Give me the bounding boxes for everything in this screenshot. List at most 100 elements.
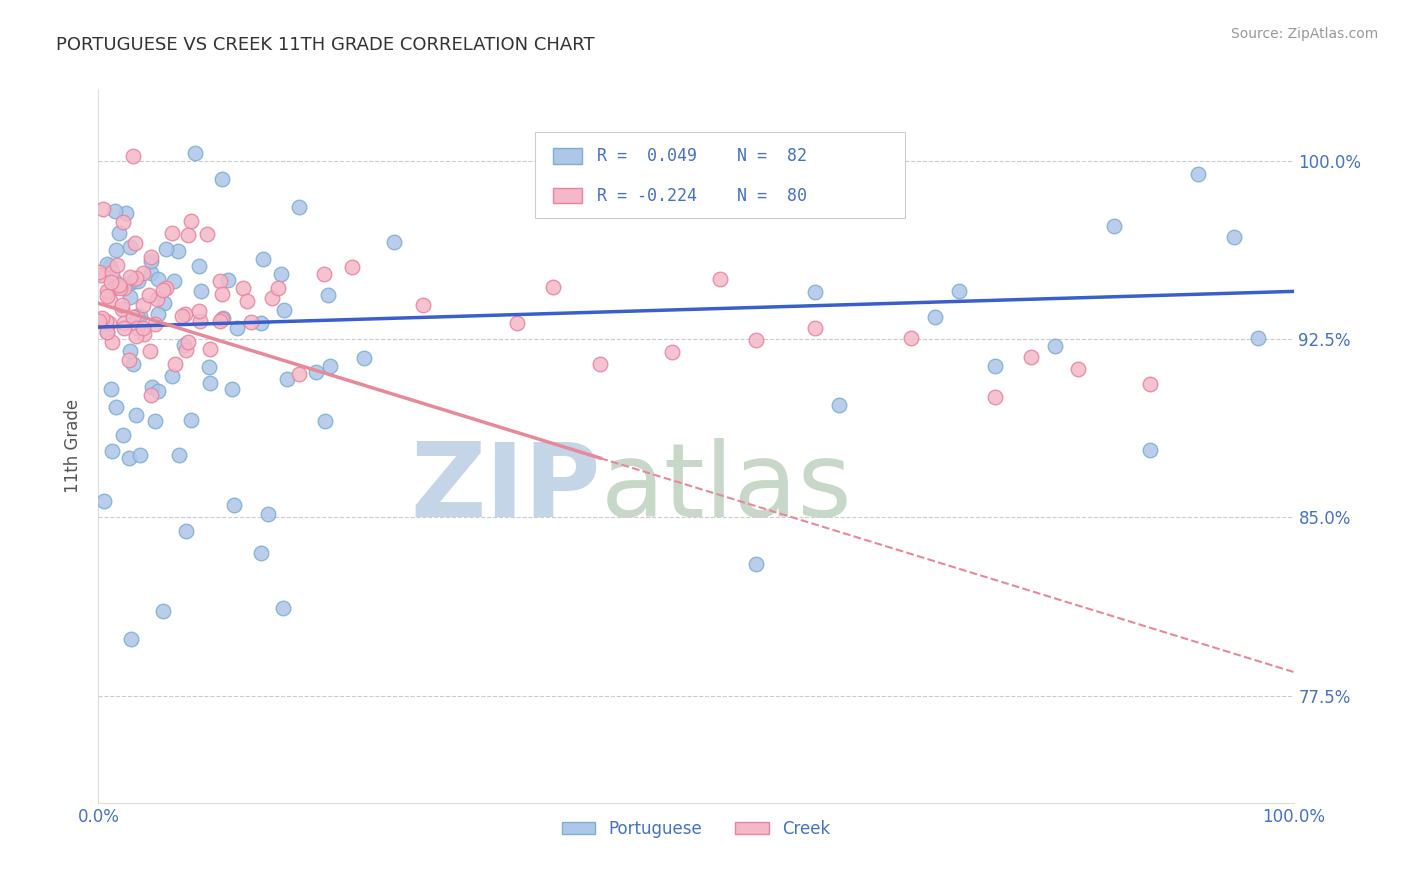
Point bbox=[139, 388, 162, 402]
Point bbox=[1104, 219, 1126, 234]
Point bbox=[177, 227, 200, 242]
Point bbox=[143, 317, 166, 331]
Point bbox=[90, 268, 112, 283]
Point bbox=[226, 321, 249, 335]
Point bbox=[120, 632, 142, 647]
Point bbox=[104, 203, 127, 218]
Legend: Portuguese, Creek: Portuguese, Creek bbox=[555, 814, 837, 845]
Point bbox=[108, 277, 131, 292]
Point bbox=[139, 253, 162, 268]
Point bbox=[132, 266, 155, 280]
Point bbox=[177, 334, 200, 349]
Point bbox=[249, 546, 271, 560]
Point bbox=[208, 313, 231, 327]
Point bbox=[256, 508, 278, 522]
Point bbox=[101, 334, 124, 349]
Point bbox=[111, 301, 134, 316]
Point bbox=[224, 498, 246, 512]
Point bbox=[188, 304, 211, 318]
Point bbox=[174, 524, 197, 538]
Point bbox=[118, 451, 141, 466]
Point bbox=[87, 314, 110, 328]
Point bbox=[125, 310, 148, 324]
Point bbox=[132, 321, 155, 335]
Point bbox=[271, 600, 294, 615]
Point bbox=[87, 265, 110, 279]
FancyBboxPatch shape bbox=[553, 187, 582, 203]
Point bbox=[118, 290, 141, 304]
Point bbox=[105, 243, 128, 257]
Point bbox=[138, 288, 160, 302]
Point bbox=[287, 368, 309, 382]
Point bbox=[121, 149, 143, 163]
Point bbox=[984, 359, 1007, 373]
Point bbox=[172, 309, 194, 323]
Point bbox=[111, 298, 134, 312]
Point bbox=[152, 296, 174, 310]
Point bbox=[96, 314, 118, 328]
Point bbox=[900, 331, 922, 345]
Point bbox=[120, 343, 142, 358]
Point bbox=[236, 293, 259, 308]
Point bbox=[101, 265, 124, 279]
Point bbox=[146, 384, 169, 398]
Point bbox=[276, 372, 298, 386]
Point bbox=[948, 284, 970, 298]
Point bbox=[165, 357, 187, 371]
Point bbox=[160, 369, 183, 384]
Point bbox=[162, 227, 184, 241]
Point bbox=[208, 274, 231, 288]
Point bbox=[190, 284, 212, 298]
Point bbox=[169, 448, 191, 462]
Point bbox=[174, 343, 197, 358]
Point bbox=[129, 310, 152, 324]
Point bbox=[139, 343, 162, 358]
Point bbox=[114, 205, 136, 219]
Point bbox=[382, 235, 405, 250]
Point bbox=[221, 382, 243, 396]
Point bbox=[1067, 361, 1090, 376]
Point bbox=[118, 353, 141, 368]
Point bbox=[541, 280, 564, 294]
Point bbox=[125, 321, 148, 335]
Point bbox=[111, 428, 134, 442]
Point bbox=[96, 325, 118, 339]
Point bbox=[353, 351, 375, 366]
Point bbox=[103, 281, 125, 295]
Point bbox=[273, 302, 295, 317]
Point bbox=[121, 310, 143, 324]
Point bbox=[100, 443, 122, 458]
Point bbox=[252, 252, 274, 267]
Point bbox=[96, 325, 118, 339]
Point bbox=[661, 345, 683, 359]
Point bbox=[143, 414, 166, 428]
Point bbox=[211, 286, 233, 301]
Point bbox=[100, 382, 122, 396]
Point bbox=[96, 284, 118, 298]
Point bbox=[266, 281, 288, 295]
Point bbox=[118, 269, 141, 284]
Point bbox=[262, 291, 284, 305]
Point bbox=[1247, 331, 1270, 345]
Point bbox=[198, 342, 221, 356]
Point bbox=[412, 298, 434, 312]
Point bbox=[128, 448, 150, 462]
Point bbox=[120, 240, 142, 254]
Point bbox=[984, 390, 1007, 404]
Point bbox=[104, 400, 127, 414]
Point bbox=[314, 268, 336, 282]
Point bbox=[96, 257, 118, 271]
Point bbox=[1043, 339, 1066, 353]
Point bbox=[139, 250, 162, 264]
Point bbox=[305, 365, 328, 379]
Point bbox=[240, 315, 263, 329]
FancyBboxPatch shape bbox=[534, 132, 905, 218]
Point bbox=[924, 310, 946, 324]
Point bbox=[141, 379, 163, 393]
Point bbox=[139, 266, 162, 280]
Point bbox=[90, 311, 112, 326]
Point bbox=[1187, 167, 1209, 181]
Point bbox=[804, 321, 827, 335]
Point bbox=[98, 316, 121, 330]
Point bbox=[107, 258, 129, 272]
